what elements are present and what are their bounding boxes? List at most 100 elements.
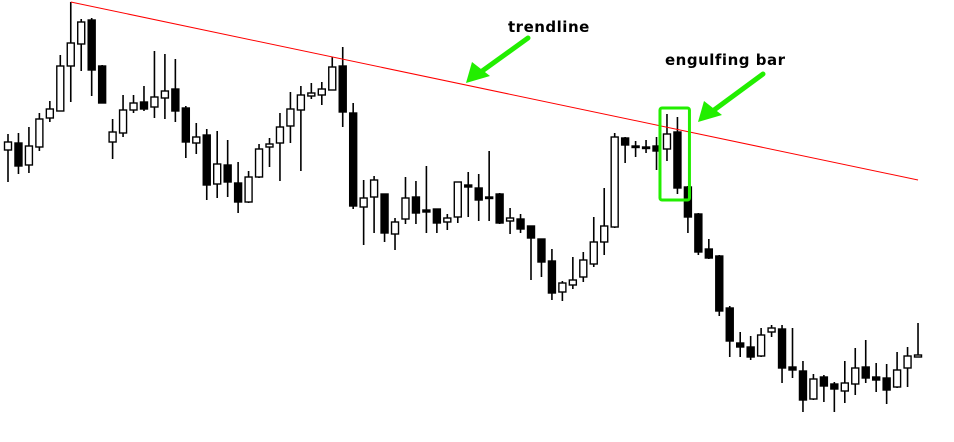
candle-body-bullish: [56, 65, 65, 112]
candle: [275, 113, 285, 181]
candle-body-bullish: [212, 163, 222, 185]
candle: [286, 92, 295, 143]
candle-body-bearish: [171, 88, 180, 112]
candle-body-bullish: [3, 141, 13, 151]
candle-body-bullish: [579, 259, 588, 278]
candle: [24, 127, 34, 173]
candle-body-bullish: [359, 197, 368, 208]
candle-body-bearish: [861, 366, 870, 379]
candle: [704, 239, 714, 259]
candle-body-bullish: [809, 378, 818, 400]
candle: [871, 363, 881, 392]
candle-body-bullish: [589, 241, 598, 265]
candle: [223, 140, 232, 197]
candle-body-bullish: [903, 355, 912, 369]
candle: [422, 166, 431, 233]
candle-body-bearish: [87, 19, 96, 71]
candle: [882, 364, 891, 404]
candle-body-bullish: [600, 225, 609, 243]
candle-body-bullish: [45, 108, 55, 119]
candle-body-bullish: [35, 118, 44, 148]
candle: [139, 86, 149, 111]
candle-body-bearish: [495, 193, 504, 224]
candle-body-bearish: [777, 328, 787, 369]
candle-body-bearish: [798, 370, 808, 401]
candle: [913, 323, 923, 358]
candle: [474, 174, 483, 221]
candle-body-bearish: [338, 65, 347, 113]
candle: [307, 83, 316, 99]
candle-body-bullish: [892, 369, 902, 388]
candle: [641, 140, 651, 153]
candle: [45, 101, 55, 122]
candle: [411, 181, 421, 224]
candle: [160, 54, 170, 119]
candle: [87, 18, 96, 96]
candle: [788, 328, 797, 378]
candle: [767, 325, 776, 337]
candle: [840, 361, 849, 403]
candle-body-bullish: [129, 102, 138, 111]
candle-body-bullish: [286, 108, 295, 127]
candle-body-bullish: [192, 136, 201, 144]
candle: [453, 181, 462, 223]
candle: [317, 82, 326, 105]
candle: [432, 208, 442, 233]
candle: [568, 257, 578, 289]
candle: [600, 188, 609, 255]
candle-body-bearish: [882, 377, 891, 391]
candle: [516, 214, 525, 233]
candle: [777, 325, 787, 383]
candle-body-bullish: [254, 148, 264, 178]
candle: [348, 103, 358, 209]
candle: [369, 176, 379, 233]
candle: [892, 352, 902, 388]
candle: [338, 47, 347, 127]
candle: [359, 180, 368, 245]
candle-body-bullish: [66, 42, 75, 67]
candle: [798, 361, 808, 412]
trendline-arrow-icon: [466, 35, 531, 83]
candle-body-bullish: [662, 133, 672, 150]
candle: [756, 328, 766, 357]
candle-body-bearish: [537, 238, 546, 263]
candle-body-bearish: [181, 107, 191, 143]
candle-body-bearish: [736, 342, 745, 348]
candle: [14, 133, 23, 174]
candle: [171, 59, 180, 122]
engulfing-arrow-icon: [698, 71, 766, 122]
candle: [725, 306, 734, 357]
candle: [495, 193, 504, 224]
candle: [537, 238, 546, 277]
candle-body-bullish: [108, 131, 117, 143]
candle-body-bullish: [317, 88, 326, 96]
candle-body-bullish: [24, 145, 34, 166]
candle: [118, 95, 128, 137]
trendline-label: trendline: [508, 18, 590, 36]
candle-body-bearish: [233, 182, 243, 203]
candle: [809, 374, 818, 400]
candle: [212, 131, 222, 198]
candle-body-bearish: [380, 193, 389, 234]
candle: [202, 129, 211, 200]
candle-body-bullish: [118, 109, 128, 134]
candle: [296, 86, 306, 171]
candle: [3, 134, 13, 182]
candle: [233, 162, 243, 213]
candle: [265, 138, 274, 167]
candle-body-bearish: [694, 213, 703, 253]
candle-body-bearish: [641, 146, 651, 150]
candle-body-bearish: [819, 376, 829, 387]
candle-body-bearish: [516, 218, 525, 230]
candle-body-bearish: [673, 131, 682, 189]
candle: [181, 106, 191, 158]
candle: [484, 151, 494, 221]
candle: [129, 95, 138, 113]
candle: [683, 186, 693, 233]
candle-body-bullish: [913, 354, 923, 358]
candle-body-bullish: [558, 282, 567, 293]
candle-body-bearish: [411, 196, 421, 214]
candle: [505, 208, 515, 234]
candle: [903, 347, 912, 387]
